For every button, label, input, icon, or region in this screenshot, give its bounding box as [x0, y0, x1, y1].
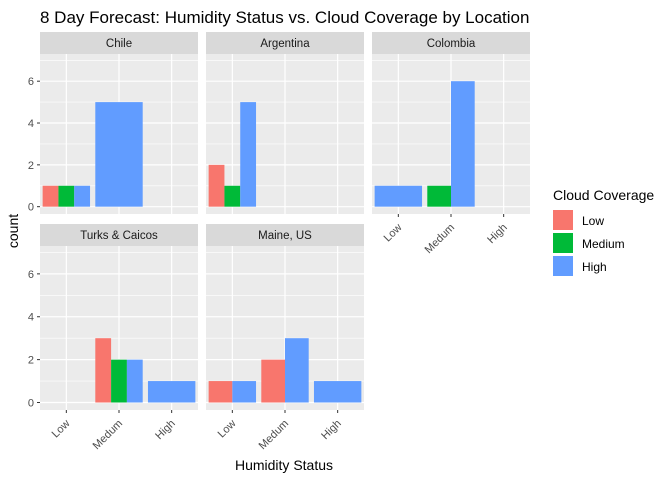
facet-maine-us: Maine, US Low Medum High	[206, 224, 364, 452]
legend-title: Cloud Coverage	[553, 187, 654, 203]
legend-label-low: Low	[582, 214, 604, 228]
facet-strip	[372, 32, 530, 54]
y-tick-label: 4	[28, 312, 34, 324]
x-tick-label: High	[153, 418, 177, 442]
bar-medum-medium	[111, 359, 127, 403]
bar-low-medium	[58, 185, 75, 207]
x-tick-label: Medum	[91, 418, 125, 452]
bar-low-high	[74, 185, 91, 207]
x-tick-label: Medum	[423, 222, 457, 256]
bar-medum-high	[126, 359, 143, 403]
bar-high-high	[147, 381, 196, 403]
facet-strip	[40, 224, 198, 246]
bar-low-high	[240, 102, 257, 207]
facet-colombia: Colombia Low Medum High	[372, 32, 530, 256]
bar-low-low	[208, 381, 233, 403]
bar-low-medium	[224, 185, 241, 207]
x-tick-label: High	[319, 418, 343, 442]
bar-low-high	[374, 185, 423, 207]
bar-medum-medium	[427, 185, 451, 207]
y-tick-label: 6	[28, 76, 34, 88]
bar-medum-high	[285, 338, 309, 403]
x-tick-label: Low	[50, 418, 73, 441]
x-tick-label: High	[485, 222, 509, 246]
facet-turks-caicos: Turks & Caicos 0 2 4 6 Low Medum High	[28, 224, 198, 452]
legend-key-medium	[553, 233, 573, 253]
facet-chile: Chile 0 2 4 6	[28, 32, 198, 214]
legend-key-low	[553, 210, 573, 230]
bar-low-high	[232, 381, 257, 403]
bar-medum-low	[95, 338, 112, 403]
legend-key-high	[553, 256, 573, 276]
y-tick-label: 2	[28, 355, 34, 367]
y-tick-label: 4	[28, 118, 34, 130]
facet-strip	[40, 32, 198, 54]
facet-strip-label: Chile	[106, 38, 132, 50]
legend-label-high: High	[582, 260, 607, 274]
y-tick-label: 2	[28, 160, 34, 172]
facet-strip-label: Turks & Caicos	[80, 230, 158, 242]
y-tick-label: 0	[28, 397, 34, 409]
y-axis-title: count	[5, 214, 21, 248]
facet-strip-label: Colombia	[427, 38, 476, 50]
bar-medum-low	[261, 359, 285, 403]
bar-low-low	[208, 164, 225, 207]
bar-medum-high	[95, 102, 143, 207]
y-tick-label: 0	[28, 202, 34, 214]
facet-strip-label: Argentina	[260, 38, 310, 50]
bar-medum-high	[451, 81, 475, 207]
facet-strip	[206, 224, 364, 246]
x-tick-label: Low	[216, 418, 239, 441]
bar-low-low	[42, 185, 59, 207]
facet-strip	[206, 32, 364, 54]
x-axis-title: Humidity Status	[235, 457, 333, 473]
x-tick-label: Low	[382, 222, 405, 245]
facet-argentina: Argentina	[206, 32, 364, 214]
legend-label-medium: Medium	[582, 237, 625, 251]
y-tick-label: 6	[28, 269, 34, 281]
facet-strip-label: Maine, US	[258, 230, 312, 242]
legend: Cloud Coverage Low Medium High	[553, 187, 654, 276]
x-tick-label: Medum	[257, 418, 291, 452]
chart-title: 8 Day Forecast: Humidity Status vs. Clou…	[40, 8, 529, 27]
bar-high-high	[313, 381, 362, 403]
